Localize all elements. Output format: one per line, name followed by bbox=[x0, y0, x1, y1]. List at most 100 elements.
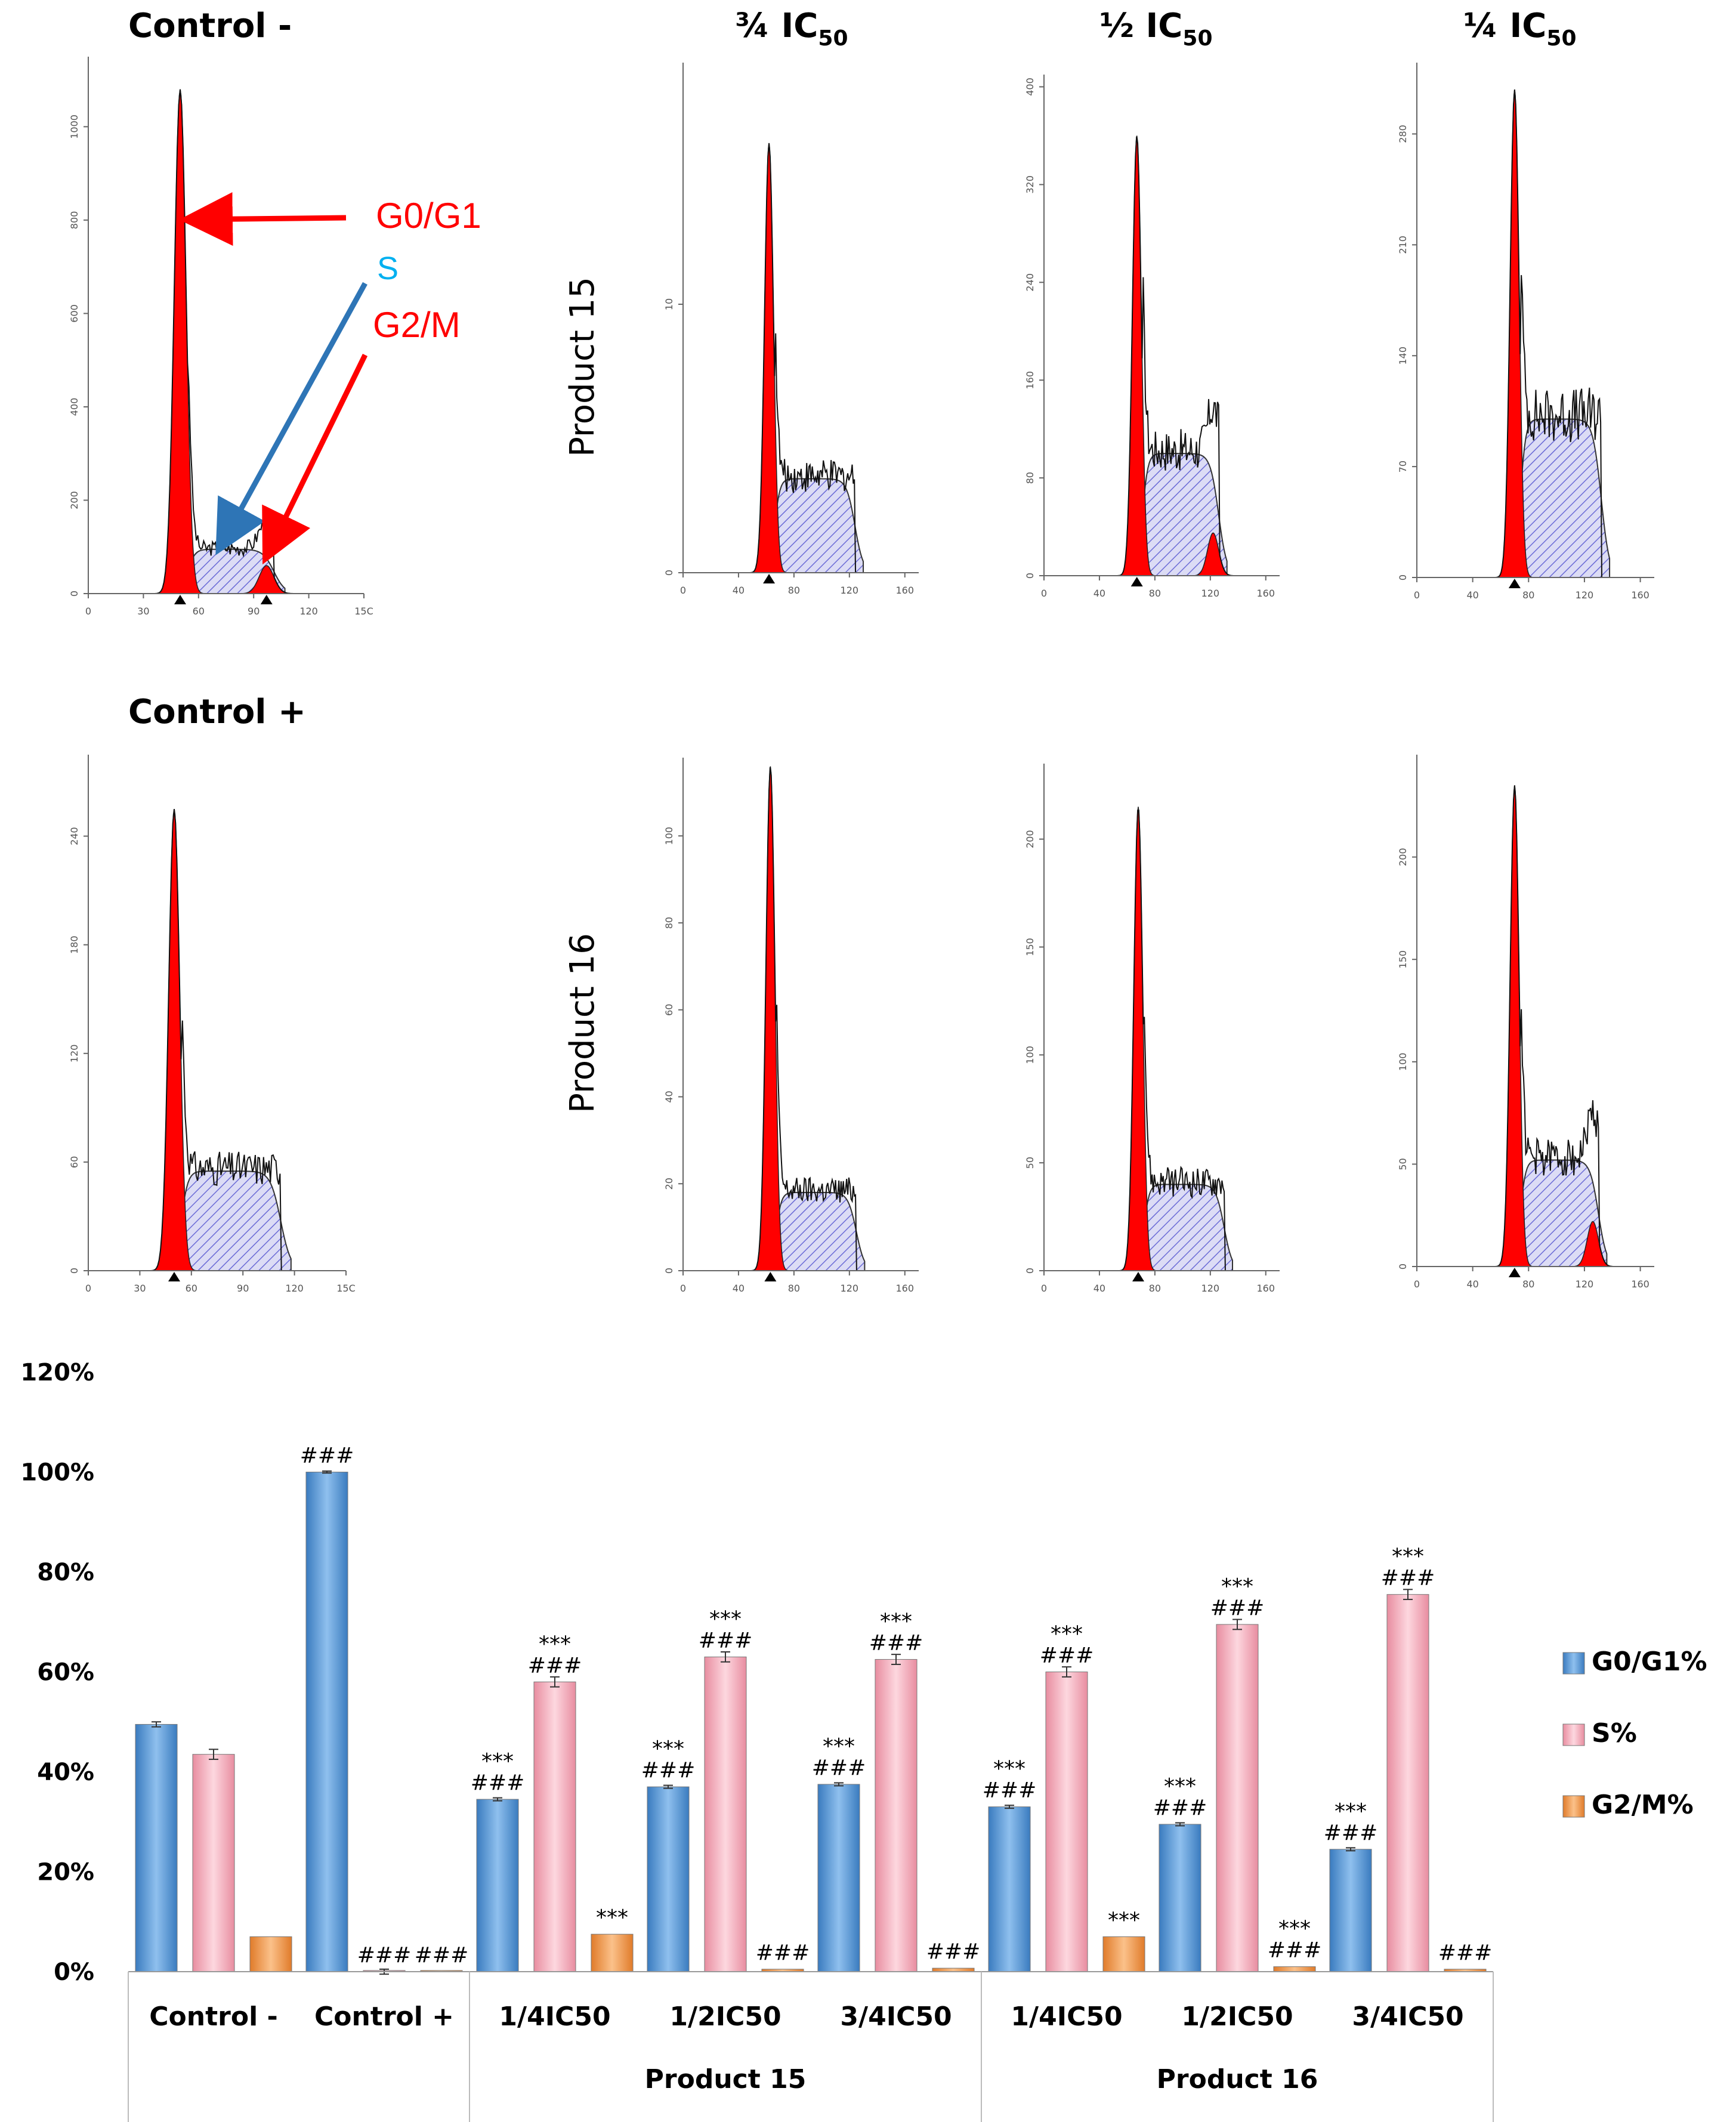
significance-label: *** bbox=[880, 1610, 912, 1634]
significance-label: ### bbox=[869, 1631, 923, 1655]
raw-trace bbox=[730, 767, 872, 1271]
category-group: ###***###***###3/4IC50 bbox=[812, 1610, 981, 2032]
significance-label: *** bbox=[1392, 1545, 1424, 1569]
y-tick-label: 50 bbox=[1024, 1157, 1036, 1169]
x-tick-label: 40 bbox=[1094, 588, 1105, 599]
x-tick-label: 90 bbox=[248, 606, 260, 617]
title-control-minus: Control - bbox=[128, 7, 292, 45]
significance-label: ### bbox=[1153, 1796, 1207, 1820]
histogram-panel: 0 40 80 120 160 0 10 bbox=[663, 63, 919, 596]
x-tick-label: 80 bbox=[788, 1283, 800, 1294]
g0g1-arrow bbox=[179, 192, 347, 246]
legend-swatch bbox=[1562, 1652, 1585, 1675]
y-tick-label: 0 bbox=[1397, 1264, 1408, 1270]
bar-chart: 0%20%40%60%80%100%120%Control -###### ###… bbox=[20, 1359, 1707, 2122]
col-title-1-4: ¼ IC50 bbox=[1463, 7, 1577, 51]
legend-swatch bbox=[1562, 1795, 1585, 1818]
bar-g0g1 bbox=[1329, 1849, 1372, 1972]
significance-label: *** bbox=[652, 1737, 684, 1761]
x-tick-label: 80 bbox=[1149, 588, 1161, 599]
y-tick-label: 10 bbox=[663, 298, 675, 310]
bar-g0g1 bbox=[1159, 1824, 1201, 1972]
x-tick-label: 30 bbox=[134, 1283, 146, 1294]
bar-g0g1 bbox=[988, 1806, 1031, 1972]
significance-label: *** bbox=[709, 1607, 742, 1631]
bar-g2m bbox=[249, 1936, 292, 1972]
y-tick-label: 800 bbox=[69, 211, 80, 230]
x-tick-label: 40 bbox=[733, 585, 745, 596]
x-tick-label: 15C bbox=[354, 606, 373, 617]
significance-label: ### bbox=[983, 1778, 1037, 1803]
s-label: S bbox=[377, 251, 399, 286]
row-label-product-15: Product 15 bbox=[563, 277, 602, 457]
x-tick-label: 160 bbox=[1256, 1283, 1275, 1294]
x-tick-label: 160 bbox=[895, 1283, 914, 1294]
significance-label: *** bbox=[1108, 1908, 1140, 1932]
bar-g0g1 bbox=[476, 1799, 519, 1972]
peak-marker bbox=[174, 595, 186, 604]
y-tick-label: 100 bbox=[663, 827, 675, 845]
x-tick-label: 160 bbox=[1631, 1278, 1649, 1290]
significance-label: ### bbox=[699, 1628, 753, 1652]
histogram-panel: 0 40 80 120 160 0 50 100 150 200 bbox=[1397, 755, 1654, 1290]
significance-label: ### bbox=[300, 1444, 354, 1468]
y-tick-label: 60% bbox=[37, 1659, 94, 1687]
significance-label: *** bbox=[1051, 1622, 1083, 1647]
category-group: ###***###******1/4IC50 bbox=[471, 1632, 634, 2032]
x-tick-label: 120 bbox=[841, 1283, 859, 1294]
y-tick-label: 0 bbox=[663, 1268, 675, 1274]
x-tick-label: 0 bbox=[1041, 588, 1047, 599]
y-tick-label: 20 bbox=[663, 1178, 675, 1190]
significance-label: *** bbox=[1335, 1799, 1367, 1824]
x-tick-label: 80 bbox=[788, 585, 800, 596]
significance-label: *** bbox=[481, 1749, 514, 1774]
legend-swatch bbox=[1562, 1723, 1585, 1746]
title-control-plus: Control + bbox=[128, 693, 306, 731]
x-tick-label: 80 bbox=[1149, 1283, 1161, 1294]
group-label: Product 16 bbox=[1157, 2064, 1318, 2095]
y-tick-label: 20% bbox=[37, 1859, 94, 1886]
bar-s bbox=[1386, 1594, 1429, 1972]
y-tick-label: 120% bbox=[20, 1359, 94, 1386]
bar-g2m bbox=[591, 1933, 634, 1972]
g0g1-peak bbox=[154, 89, 206, 594]
significance-label: ### bbox=[1268, 1938, 1322, 1963]
phase-annotations: G0/G1 S G2/M bbox=[179, 192, 481, 565]
significance-label: ### bbox=[1040, 1644, 1094, 1668]
x-tick-label: 40 bbox=[1466, 589, 1478, 601]
significance-label: *** bbox=[993, 1757, 1025, 1781]
s-phase-area bbox=[767, 1191, 866, 1271]
x-tick-label: 0 bbox=[85, 606, 91, 617]
g2m-arrow bbox=[262, 354, 368, 565]
histogram-panel: 0 40 80 120 160 0 50 100 150 200 bbox=[1024, 764, 1280, 1294]
y-tick-label: 0 bbox=[69, 591, 80, 597]
significance-label: *** bbox=[1221, 1574, 1253, 1599]
peak-marker bbox=[1508, 579, 1521, 588]
x-tick-label: 0 bbox=[85, 1283, 91, 1294]
y-tick-label: 160 bbox=[1024, 371, 1036, 390]
s-phase-area bbox=[170, 1170, 292, 1271]
category-group: ###***###***###3/4IC50 bbox=[1324, 1545, 1493, 2032]
peak-marker bbox=[1130, 577, 1143, 586]
category-group: ###### ###Control + bbox=[300, 1444, 469, 2033]
bar-g2m bbox=[1273, 1966, 1316, 1972]
x-tick-label: 15C bbox=[336, 1283, 356, 1294]
x-tick-label: 160 bbox=[1256, 588, 1275, 599]
x-tick-label: 80 bbox=[1522, 1278, 1534, 1290]
group-label: Product 15 bbox=[645, 2064, 807, 2095]
bar-g0g1 bbox=[647, 1786, 690, 1972]
significance-label: ### bbox=[1438, 1941, 1493, 1965]
significance-label: *** bbox=[596, 1905, 628, 1930]
histogram-panel: 0 40 80 120 160 0 20 40 60 80 100 bbox=[663, 758, 919, 1294]
y-tick-label: 50 bbox=[1397, 1158, 1408, 1170]
y-tick-label: 40% bbox=[37, 1759, 94, 1786]
y-tick-label: 80% bbox=[37, 1559, 94, 1586]
histogram-panel: 0 30 60 90 120 15C 0 60 120 180 240 bbox=[69, 755, 356, 1294]
category-label: 1/2IC50 bbox=[669, 2001, 781, 2032]
y-tick-label: 280 bbox=[1397, 125, 1408, 143]
y-tick-label: 120 bbox=[69, 1045, 80, 1063]
y-tick-label: 400 bbox=[69, 398, 80, 416]
y-tick-label: 200 bbox=[1024, 830, 1036, 848]
y-tick-label: 140 bbox=[1397, 347, 1408, 365]
